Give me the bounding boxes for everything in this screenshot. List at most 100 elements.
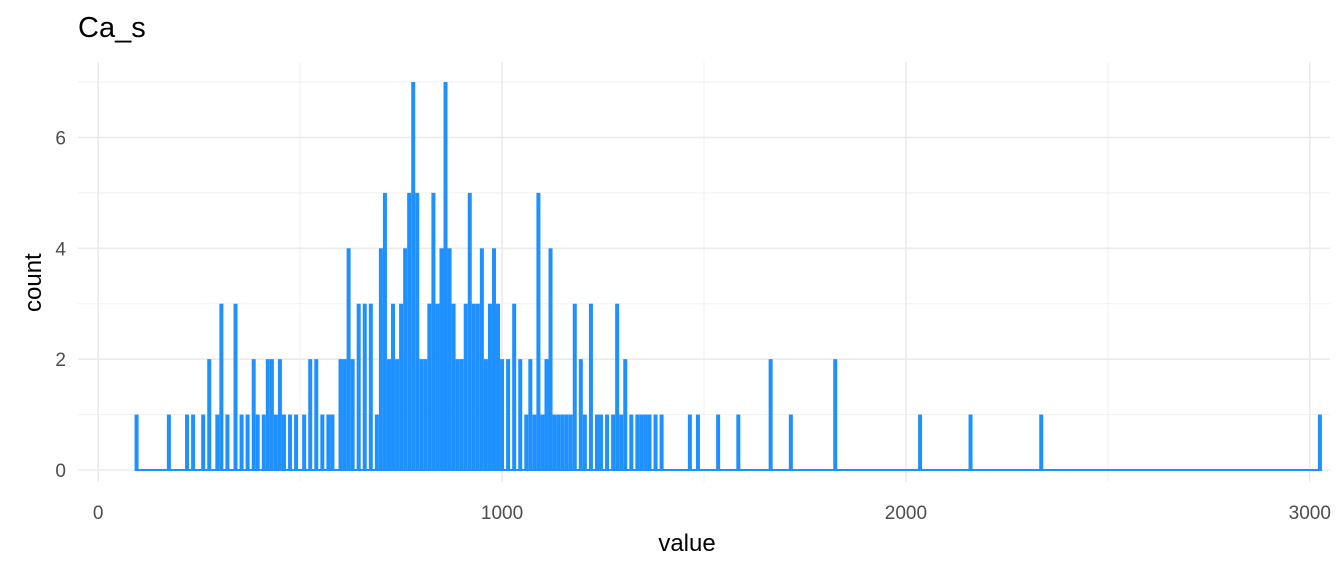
histogram-bar [463, 303, 468, 470]
histogram-bar [219, 303, 224, 470]
histogram-bar [599, 414, 604, 470]
histogram-bar [578, 359, 583, 470]
histogram-bar [277, 359, 282, 470]
histogram-bar [245, 414, 250, 470]
histogram-bar [251, 359, 256, 470]
histogram-bars [134, 82, 1322, 471]
histogram-bar [716, 414, 721, 470]
histogram-bar [342, 359, 347, 470]
histogram-bar [512, 303, 517, 470]
histogram-bar [695, 414, 700, 470]
histogram-bar [552, 414, 557, 470]
histogram-bar [451, 303, 456, 470]
histogram-bar [399, 303, 404, 470]
histogram-bar [582, 414, 587, 470]
histogram-bar [540, 414, 545, 470]
histogram-bar [255, 414, 260, 470]
histogram-bar [635, 414, 640, 470]
histogram-bar [423, 359, 428, 470]
histogram-bar [326, 414, 331, 470]
histogram-bar [528, 359, 533, 470]
histogram-bar [403, 248, 408, 470]
histogram-bar [447, 248, 452, 470]
histogram-bar [265, 359, 270, 470]
histogram-bar [273, 414, 278, 470]
y-axis-label: count [20, 253, 47, 312]
x-tick-label: 2000 [885, 503, 927, 524]
histogram-bar [524, 414, 529, 470]
histogram-bar [623, 359, 628, 470]
histogram-bar [288, 414, 293, 470]
histogram-bar [346, 248, 351, 470]
histogram-bar [605, 414, 610, 470]
histogram-bar [532, 414, 537, 470]
histogram-bar [788, 414, 793, 470]
histogram-bar [320, 414, 325, 470]
x-tick-label: 0 [93, 503, 104, 524]
histogram-bar [356, 303, 361, 470]
histogram-bar [619, 414, 624, 470]
y-tick-label: 0 [55, 461, 66, 482]
histogram-bar [215, 414, 220, 470]
histogram-bar [548, 248, 553, 470]
y-tick-label: 6 [55, 128, 66, 149]
histogram-bar [568, 414, 573, 470]
y-tick-label: 2 [55, 350, 66, 371]
histogram-bar [338, 359, 343, 470]
histogram-bar [314, 359, 319, 470]
histogram-bar [483, 359, 488, 470]
histogram-bar [378, 248, 383, 470]
histogram-bar [588, 303, 593, 470]
histogram-bar [350, 359, 355, 470]
histogram-bar [207, 359, 212, 470]
histogram-bar [1039, 414, 1044, 470]
histogram-bar [615, 303, 620, 470]
histogram-bar [467, 192, 472, 470]
histogram-bar [968, 414, 973, 470]
histogram-bar [1317, 414, 1322, 470]
histogram-bar [594, 414, 599, 470]
histogram-bar [419, 359, 424, 470]
histogram-bar [506, 359, 511, 470]
histogram-bar [736, 414, 741, 470]
histogram-bar [411, 82, 416, 470]
histogram-bar [544, 359, 549, 470]
histogram-bar [166, 414, 171, 470]
histogram-bar [308, 359, 313, 470]
histogram-bar [459, 359, 464, 470]
histogram-bar [391, 303, 396, 470]
x-tick-label: 3000 [1289, 503, 1331, 524]
histogram-bar [475, 303, 480, 470]
histogram-bar [407, 192, 412, 470]
histogram-bar [191, 414, 196, 470]
histogram-bar [659, 414, 664, 470]
histogram-bar [415, 192, 420, 470]
histogram-bar [302, 414, 307, 470]
histogram-bar [560, 414, 565, 470]
histogram-bar [518, 359, 523, 470]
histogram-bar [611, 414, 616, 470]
histogram-bar [386, 359, 391, 470]
minor-gridlines [78, 62, 1330, 482]
histogram-bar [639, 414, 644, 470]
histogram-bar [491, 248, 496, 470]
histogram-bar [572, 303, 577, 470]
histogram-bar [439, 248, 444, 470]
histogram-bar [653, 414, 658, 470]
histogram-bar [395, 359, 400, 470]
histogram-bar [629, 414, 634, 470]
y-axis-tick-labels: 0 2 4 6 [55, 128, 66, 482]
histogram-bar [479, 248, 484, 470]
histogram-bar [382, 192, 387, 470]
histogram-bar [368, 303, 373, 470]
histogram-bar [362, 303, 367, 470]
histogram-bar [487, 303, 492, 470]
histogram-bar [536, 192, 541, 470]
histogram-bar [185, 414, 190, 470]
histogram-bar [269, 359, 274, 470]
histogram-bar [768, 359, 773, 470]
histogram-bar [435, 303, 440, 470]
histogram-bar [443, 82, 448, 470]
histogram-bar [500, 359, 505, 470]
